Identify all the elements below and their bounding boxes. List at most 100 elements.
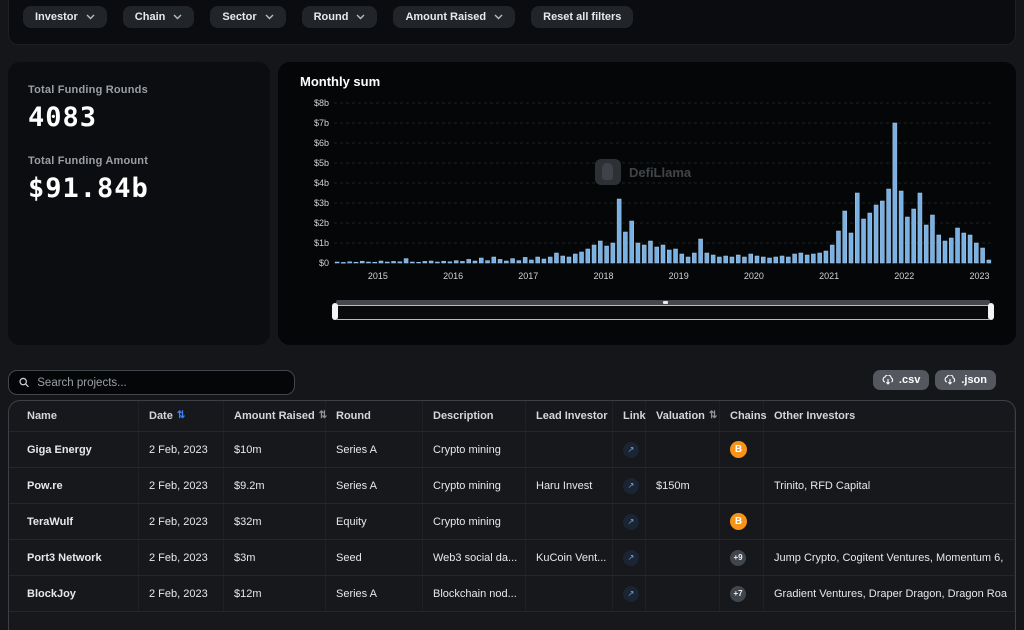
filter-amount-raised[interactable]: Amount Raised	[393, 6, 516, 28]
monthly-sum-bar[interactable]	[441, 260, 446, 264]
chain-count-badge[interactable]: +9	[730, 549, 746, 566]
monthly-sum-bar[interactable]	[673, 248, 678, 264]
filter-investor[interactable]: Investor	[23, 6, 107, 28]
monthly-sum-bar[interactable]	[917, 192, 923, 264]
monthly-sum-bar[interactable]	[823, 250, 829, 264]
download-json-button[interactable]: .json	[935, 370, 996, 390]
monthly-sum-bar[interactable]	[936, 234, 941, 264]
filter-sector[interactable]: Sector	[210, 6, 286, 28]
monthly-sum-bar[interactable]	[786, 256, 791, 264]
chart-range-slider[interactable]	[332, 300, 994, 322]
monthly-sum-bar[interactable]	[485, 260, 490, 264]
monthly-sum-bar[interactable]	[447, 261, 453, 264]
monthly-sum-bar[interactable]	[723, 255, 728, 264]
monthly-sum-bar[interactable]	[698, 238, 703, 264]
monthly-sum-bar[interactable]	[479, 257, 484, 264]
monthly-sum-bar[interactable]	[341, 262, 346, 264]
slider-track[interactable]	[336, 300, 990, 305]
monthly-sum-bar[interactable]	[848, 232, 854, 264]
monthly-sum-bar[interactable]	[761, 256, 766, 264]
search-box[interactable]	[8, 370, 295, 395]
monthly-sum-bar[interactable]	[598, 240, 603, 264]
monthly-sum-bar[interactable]	[422, 261, 428, 264]
monthly-sum-bar[interactable]	[547, 256, 553, 264]
monthly-sum-bar[interactable]	[516, 260, 522, 264]
monthly-sum-bar[interactable]	[880, 200, 885, 264]
external-link-icon[interactable]: ↗	[623, 549, 639, 566]
monthly-sum-bar[interactable]	[510, 258, 515, 264]
slider-handle-right[interactable]	[988, 303, 994, 320]
monthly-sum-bar[interactable]	[811, 253, 816, 264]
monthly-sum-bar[interactable]	[704, 252, 710, 264]
monthly-sum-bar[interactable]	[873, 204, 879, 264]
monthly-sum-bar[interactable]	[961, 232, 967, 264]
monthly-sum-bar[interactable]	[710, 254, 716, 264]
slider-selection[interactable]	[336, 305, 990, 320]
monthly-sum-bar[interactable]	[898, 190, 904, 264]
monthly-sum-bar[interactable]	[353, 261, 359, 264]
monthly-sum-bar[interactable]	[554, 252, 559, 264]
sort-icon[interactable]: ⇅	[708, 410, 718, 421]
monthly-sum-bar[interactable]	[435, 261, 440, 264]
monthly-sum-bar[interactable]	[842, 210, 847, 264]
monthly-sum-bar[interactable]	[453, 260, 459, 264]
monthly-sum-bar[interactable]	[585, 248, 591, 264]
monthly-sum-bar[interactable]	[541, 258, 547, 264]
monthly-sum-bar[interactable]	[579, 251, 584, 264]
monthly-sum-bar[interactable]	[372, 261, 377, 264]
monthly-sum-bar[interactable]	[660, 244, 666, 264]
monthly-sum-bar[interactable]	[679, 253, 685, 264]
monthly-sum-bar[interactable]	[391, 261, 396, 264]
monthly-sum-bar[interactable]	[905, 216, 910, 264]
monthly-sum-bar[interactable]	[817, 252, 822, 264]
search-input[interactable]	[37, 376, 284, 389]
monthly-sum-bar[interactable]	[717, 256, 722, 264]
monthly-sum-bar[interactable]	[428, 260, 434, 264]
monthly-sum-bar[interactable]	[397, 261, 403, 264]
monthly-sum-bar[interactable]	[416, 261, 421, 264]
monthly-sum-bar[interactable]	[535, 256, 540, 264]
monthly-sum-bar[interactable]	[923, 224, 929, 264]
monthly-sum-bar[interactable]	[779, 255, 785, 264]
monthly-sum-bar[interactable]	[629, 220, 634, 264]
monthly-sum-bar[interactable]	[378, 260, 384, 264]
monthly-sum-bar[interactable]	[359, 260, 365, 264]
monthly-sum-bar[interactable]	[497, 259, 503, 264]
reset-filters-button[interactable]: Reset all filters	[531, 6, 634, 28]
monthly-sum-bar[interactable]	[692, 252, 697, 264]
bitcoin-chain-icon[interactable]: B	[730, 513, 747, 530]
monthly-sum-bar[interactable]	[836, 230, 841, 264]
monthly-sum-bar[interactable]	[623, 231, 628, 264]
external-link-icon[interactable]: ↗	[623, 477, 639, 494]
monthly-sum-bar[interactable]	[403, 258, 409, 264]
monthly-sum-bar[interactable]	[892, 122, 898, 264]
monthly-sum-bar[interactable]	[591, 244, 597, 264]
sort-icon[interactable]: ⇅	[318, 410, 328, 421]
slider-handle-left[interactable]	[332, 303, 338, 320]
monthly-sum-bar[interactable]	[366, 261, 371, 264]
monthly-sum-bar[interactable]	[742, 256, 747, 264]
monthly-sum-bar[interactable]	[754, 255, 760, 264]
chain-count-badge[interactable]: +7	[730, 585, 746, 602]
external-link-icon[interactable]: ↗	[623, 513, 639, 530]
monthly-sum-bar[interactable]	[748, 253, 753, 264]
monthly-sum-bar[interactable]	[980, 247, 985, 264]
external-link-icon[interactable]: ↗	[623, 441, 639, 458]
monthly-sum-bar[interactable]	[654, 246, 659, 264]
column-header-valuation[interactable]: Valuation ⇅	[646, 401, 720, 431]
monthly-sum-bar[interactable]	[347, 261, 352, 264]
monthly-sum-bar[interactable]	[560, 255, 565, 264]
download-csv-button[interactable]: .csv	[872, 370, 930, 390]
monthly-sum-bar[interactable]	[986, 259, 992, 264]
monthly-sum-bar[interactable]	[667, 249, 672, 264]
monthly-sum-bar[interactable]	[334, 261, 340, 264]
monthly-sum-bar[interactable]	[886, 188, 891, 264]
monthly-sum-bar[interactable]	[955, 227, 960, 264]
monthly-sum-bar[interactable]	[729, 256, 735, 264]
monthly-sum-bar[interactable]	[648, 240, 653, 264]
monthly-sum-bar[interactable]	[466, 259, 471, 264]
monthly-sum-bar[interactable]	[635, 242, 641, 264]
monthly-sum-bar[interactable]	[522, 257, 528, 264]
monthly-sum-bar[interactable]	[792, 253, 797, 264]
monthly-sum-bar[interactable]	[491, 256, 497, 264]
